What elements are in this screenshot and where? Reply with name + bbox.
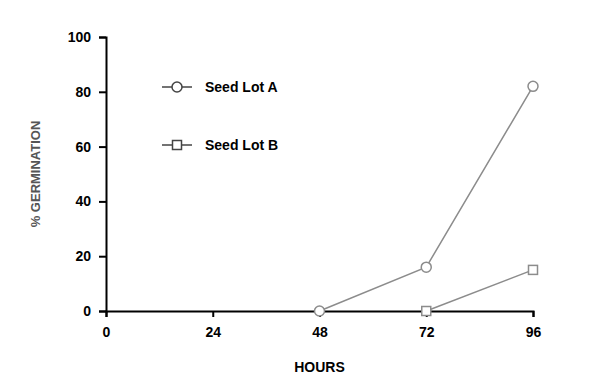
tick-label: 20 (75, 248, 91, 264)
tick-label: 0 (83, 303, 91, 319)
tick: 0 (83, 303, 106, 319)
legend-item: Seed Lot B (162, 137, 278, 153)
tick-label: 48 (312, 324, 328, 340)
tick: 24 (205, 311, 221, 340)
series-line (320, 86, 534, 311)
point (421, 262, 431, 272)
tick-label: 80 (75, 84, 91, 100)
legend-marker (173, 141, 182, 150)
legend: Seed Lot A Seed Lot B (162, 79, 278, 153)
point (422, 307, 431, 316)
plot-area (315, 81, 539, 316)
tick-label: 0 (103, 324, 111, 340)
tick-mark (99, 146, 106, 148)
tick-mark (212, 311, 214, 317)
tick-label: 24 (205, 324, 221, 340)
tick-label: 60 (75, 139, 91, 155)
tick-label: 96 (526, 324, 542, 340)
tick-label: 100 (68, 29, 92, 45)
x-axis-title: HOURS (294, 359, 345, 375)
tick: 0 (103, 311, 111, 340)
tick-label: 72 (419, 324, 435, 340)
tick-mark (99, 311, 106, 313)
legend-label: Seed Lot B (205, 137, 278, 153)
y-axis-title: % GERMINATION (28, 121, 43, 228)
point (529, 265, 538, 274)
point (315, 306, 325, 316)
tick-mark (533, 311, 535, 317)
axis-line (99, 38, 107, 312)
tick: 40 (75, 193, 106, 209)
tick: 60 (75, 139, 106, 155)
tick: 80 (75, 84, 106, 100)
legend-item: Seed Lot A (162, 79, 278, 95)
tick: 96 (526, 311, 542, 340)
series-line (426, 270, 533, 311)
y-axis: 0 20 40 60 80 100 (68, 29, 107, 319)
chart: 0 24 48 72 96 0 20 40 60 80 100 HOURS % GERMINATION S… (0, 0, 600, 384)
tick: 100 (68, 29, 106, 45)
legend-label: Seed Lot A (205, 79, 278, 95)
tick: 20 (75, 248, 106, 264)
legend-marker (172, 82, 182, 92)
tick-mark (99, 256, 106, 258)
point (528, 81, 538, 91)
tick-label: 40 (75, 193, 91, 209)
tick-mark (99, 91, 106, 93)
tick-mark (99, 201, 106, 203)
tick-mark (99, 37, 106, 39)
